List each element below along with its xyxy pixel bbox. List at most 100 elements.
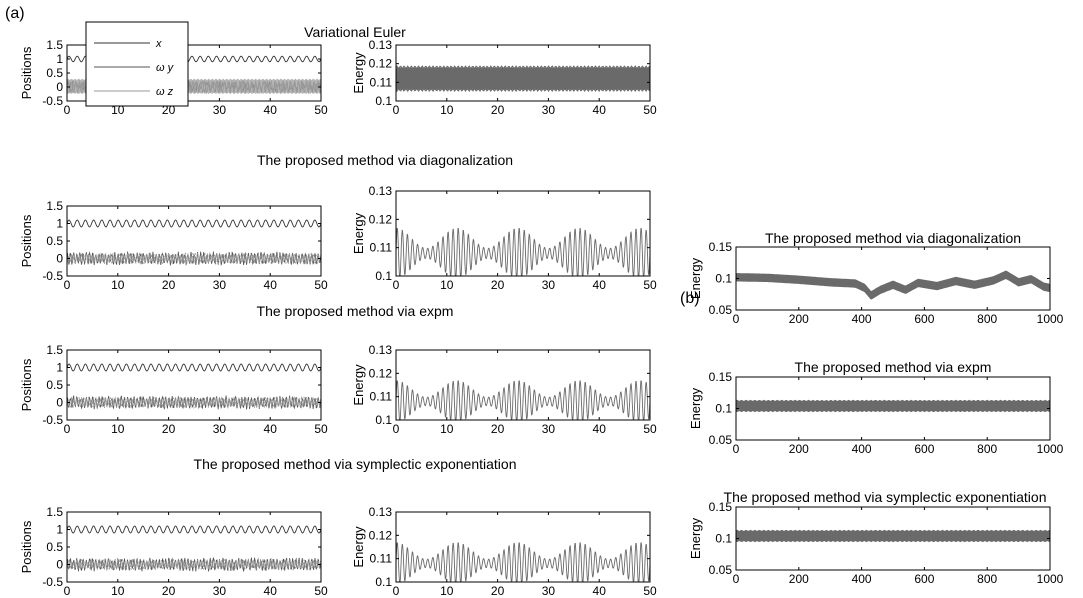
y-tick-label: 1 <box>56 52 63 66</box>
plot-area <box>67 219 321 266</box>
x-tick-label: 0 <box>733 572 740 586</box>
y-tick-label: 1 <box>56 361 63 375</box>
legend-entry: ω y <box>156 62 175 74</box>
y-tick-label: 0.12 <box>369 366 393 380</box>
x-tick-label: 0 <box>64 278 71 292</box>
y-tick-label: -0.5 <box>42 269 63 283</box>
chart-title: The proposed method via expm <box>795 359 992 375</box>
legend-entry: x <box>155 38 162 50</box>
y-tick-label: 0.13 <box>369 38 393 52</box>
x-tick-label: 40 <box>593 584 607 598</box>
y-tick-label: 1.5 <box>46 38 63 52</box>
chart-title: The proposed method via symplectic expon… <box>724 489 1047 505</box>
chart-title: The proposed method via symplectic expon… <box>194 456 517 472</box>
series-energy-band <box>736 530 1050 542</box>
x-tick-label: 0 <box>393 422 400 436</box>
x-tick-label: 800 <box>977 442 997 456</box>
y-tick-label: 0.11 <box>370 75 393 89</box>
x-tick-label: 20 <box>491 278 505 292</box>
series-energy-band <box>736 270 1050 300</box>
legend: x ω y ω z <box>85 21 189 107</box>
plot-area <box>736 529 1050 543</box>
y-tick-label: 1.5 <box>46 505 63 519</box>
x-tick-label: 0 <box>393 278 400 292</box>
x-tick-label: 0 <box>393 584 400 598</box>
x-tick-label: 400 <box>852 442 872 456</box>
x-tick-label: 50 <box>643 103 657 117</box>
x-tick-label: 1000 <box>1037 312 1064 326</box>
axes-box <box>66 349 322 421</box>
y-tick-label: 0.1 <box>375 94 392 108</box>
chart-title: The proposed method via diagonalization <box>257 152 513 168</box>
series-energy-upper-edge <box>736 529 1050 533</box>
y-axis-label: Energy <box>351 526 366 568</box>
x-tick-label: 40 <box>593 103 607 117</box>
y-tick-label: 0.5 <box>46 234 63 248</box>
chart-b-diag-en: 0 200 400 600 800 1000 0.05 0.1 0.15 Energy The pr… <box>688 230 1064 326</box>
plot-area <box>396 227 650 276</box>
x-tick-label: 1000 <box>1037 442 1064 456</box>
x-tick-label: 30 <box>213 103 227 117</box>
y-tick-label: 0.11 <box>370 241 393 255</box>
series-energy-line <box>396 227 650 276</box>
y-axis-label: Positions <box>19 214 34 267</box>
y-tick-label: 0.1 <box>375 413 392 427</box>
y-tick-label: 0.1 <box>375 575 392 589</box>
y-tick-label: 1.5 <box>46 343 63 357</box>
chart-title: The proposed method via expm <box>257 303 454 319</box>
y-tick-label: 0 <box>56 396 63 410</box>
x-tick-label: 30 <box>213 278 227 292</box>
series-energy-band <box>396 67 650 90</box>
x-tick-label: 0 <box>733 312 740 326</box>
axes-box <box>395 511 651 583</box>
y-tick-label: 0.11 <box>370 390 393 404</box>
x-tick-label: 50 <box>314 584 328 598</box>
series-x-line <box>67 363 321 372</box>
plot-area <box>67 525 321 572</box>
plot-area <box>396 542 650 582</box>
series-z-line <box>67 558 321 571</box>
y-axis-label: Energy <box>351 364 366 406</box>
y-tick-label: 0.1 <box>715 532 732 546</box>
y-tick-label: 0.11 <box>370 552 393 566</box>
series-energy-lower-edge <box>396 87 650 93</box>
y-axis-label: Energy <box>688 257 703 299</box>
x-tick-label: 10 <box>440 422 454 436</box>
legend-box <box>85 21 189 107</box>
series-energy-upper-edge <box>396 65 650 70</box>
chart-title: Variational Euler <box>304 24 406 40</box>
y-tick-label: 0.12 <box>369 212 393 226</box>
chart-b-expm-en: 0 200 400 600 800 1000 0.05 0.1 0.15 Energy The pr… <box>688 359 1064 456</box>
axes-box <box>395 190 651 277</box>
plot-area <box>736 270 1050 300</box>
x-tick-label: 600 <box>914 312 934 326</box>
x-tick-label: 20 <box>491 103 505 117</box>
x-tick-label: 800 <box>977 572 997 586</box>
y-tick-label: 0.12 <box>369 57 393 71</box>
x-tick-label: 30 <box>542 584 556 598</box>
x-tick-label: 50 <box>643 422 657 436</box>
x-tick-label: 10 <box>111 278 125 292</box>
y-tick-label: 0.12 <box>369 528 393 542</box>
plot-area <box>396 380 650 420</box>
y-tick-label: 0 <box>56 80 63 94</box>
x-tick-label: 30 <box>542 278 556 292</box>
y-axis-label: Energy <box>688 517 703 559</box>
axes-box <box>66 205 322 277</box>
y-tick-label: 0.1 <box>375 269 392 283</box>
legend-entry: ω z <box>156 86 174 98</box>
panel-a-label: (a) <box>5 5 25 22</box>
x-tick-label: 20 <box>162 584 176 598</box>
x-tick-label: 10 <box>440 103 454 117</box>
x-tick-label: 0 <box>64 103 71 117</box>
x-tick-label: 200 <box>789 572 809 586</box>
y-tick-label: 0 <box>56 558 63 572</box>
y-tick-label: 0.15 <box>709 240 733 254</box>
y-tick-label: 1 <box>56 217 63 231</box>
x-tick-label: 20 <box>162 278 176 292</box>
y-axis-label: Energy <box>688 387 703 429</box>
x-tick-label: 40 <box>593 422 607 436</box>
x-tick-label: 10 <box>440 584 454 598</box>
